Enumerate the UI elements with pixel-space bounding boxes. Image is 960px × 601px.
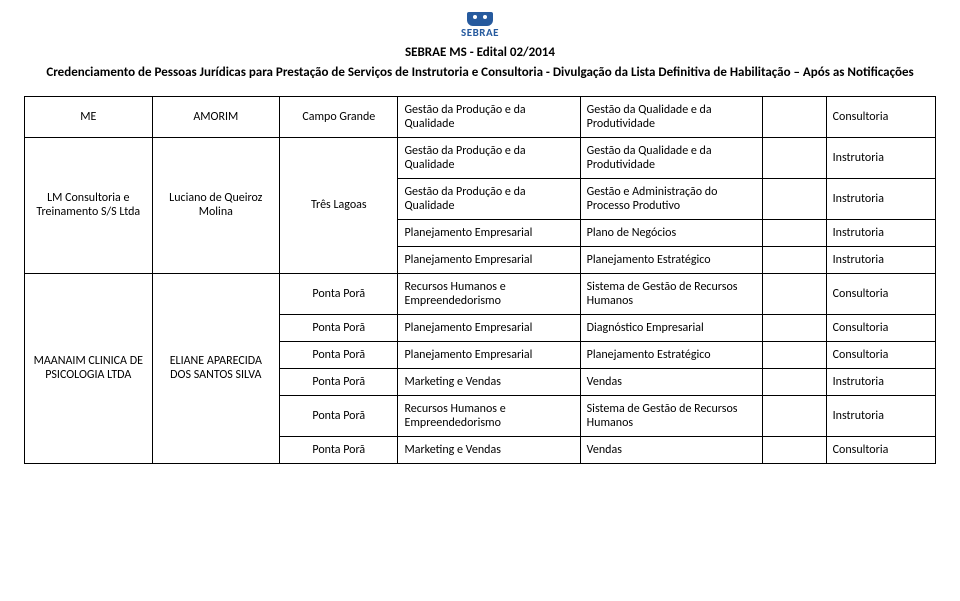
cell-type: Instrutoria <box>826 368 935 395</box>
sebrae-logo-icon <box>467 12 493 26</box>
cell-subarea: Planejamento Estratégico <box>580 246 762 273</box>
cell-city: Ponta Porã <box>280 368 398 395</box>
logo-text: SEBRAE <box>461 26 499 39</box>
cell-area: Recursos Humanos e Empreendedorismo <box>398 395 580 436</box>
cell-type: Instrutoria <box>826 219 935 246</box>
cell-area: Planejamento Empresarial <box>398 219 580 246</box>
cell-city: Ponta Porã <box>280 436 398 463</box>
cell-area: Planejamento Empresarial <box>398 246 580 273</box>
cell-blank <box>762 395 826 436</box>
cell-blank <box>762 219 826 246</box>
cell-type: Instrutoria <box>826 246 935 273</box>
cell-blank <box>762 368 826 395</box>
cell-city: Ponta Porã <box>280 341 398 368</box>
cell-blank <box>762 96 826 137</box>
cell-subarea: Gestão e Administração do Processo Produ… <box>580 178 762 219</box>
cell-blank <box>762 273 826 314</box>
cell-blank <box>762 137 826 178</box>
cell-area: Planejamento Empresarial <box>398 341 580 368</box>
cell-area: Gestão da Produção e da Qualidade <box>398 137 580 178</box>
cell-subarea: Sistema de Gestão de Recursos Humanos <box>580 273 762 314</box>
document-subtitle: Credenciamento de Pessoas Jurídicas para… <box>24 64 936 82</box>
cell-area: Gestão da Produção e da Qualidade <box>398 96 580 137</box>
cell-subarea: Sistema de Gestão de Recursos Humanos <box>580 395 762 436</box>
cell-subarea: Vendas <box>580 368 762 395</box>
cell-subarea: Diagnóstico Empresarial <box>580 314 762 341</box>
cell-type: Instrutoria <box>826 395 935 436</box>
table-row: LM Consultoria e Treinamento S/S LtdaLuc… <box>25 137 936 178</box>
cell-blank <box>762 436 826 463</box>
cell-type: Consultoria <box>826 436 935 463</box>
cell-type: Consultoria <box>826 341 935 368</box>
table-row: MAANAIM CLINICA DE PSICOLOGIA LTDAELIANE… <box>25 273 936 314</box>
cell-city: Ponta Porã <box>280 395 398 436</box>
cell-subarea: Gestão da Qualidade e da Produtividade <box>580 137 762 178</box>
cell-subarea: Gestão da Qualidade e da Produtividade <box>580 96 762 137</box>
cell-area: Marketing e Vendas <box>398 368 580 395</box>
cell-area: Marketing e Vendas <box>398 436 580 463</box>
cell-subarea: Planejamento Estratégico <box>580 341 762 368</box>
cell-blank <box>762 178 826 219</box>
cell-subarea: Plano de Negócios <box>580 219 762 246</box>
cell-area: Planejamento Empresarial <box>398 314 580 341</box>
cell-type: Instrutoria <box>826 137 935 178</box>
cell-organization: ME <box>25 96 153 137</box>
logo-container: SEBRAE <box>24 12 936 39</box>
credentials-table: MEAMORIMCampo GrandeGestão da Produção e… <box>24 96 936 464</box>
cell-type: Consultoria <box>826 314 935 341</box>
cell-organization: LM Consultoria e Treinamento S/S Ltda <box>25 137 153 273</box>
cell-type: Consultoria <box>826 273 935 314</box>
cell-person: AMORIM <box>152 96 280 137</box>
document-title: SEBRAE MS - Edital 02/2014 <box>24 45 936 60</box>
cell-area: Gestão da Produção e da Qualidade <box>398 178 580 219</box>
logo: SEBRAE <box>461 12 499 39</box>
cell-city: Ponta Porã <box>280 314 398 341</box>
cell-person: ELIANE APARECIDA DOS SANTOS SILVA <box>152 273 280 463</box>
cell-person: Luciano de Queiroz Molina <box>152 137 280 273</box>
cell-organization: MAANAIM CLINICA DE PSICOLOGIA LTDA <box>25 273 153 463</box>
cell-subarea: Vendas <box>580 436 762 463</box>
cell-city: Três Lagoas <box>280 137 398 273</box>
cell-blank <box>762 314 826 341</box>
cell-city: Campo Grande <box>280 96 398 137</box>
table-row: MEAMORIMCampo GrandeGestão da Produção e… <box>25 96 936 137</box>
cell-type: Consultoria <box>826 96 935 137</box>
cell-area: Recursos Humanos e Empreendedorismo <box>398 273 580 314</box>
cell-city: Ponta Porã <box>280 273 398 314</box>
cell-type: Instrutoria <box>826 178 935 219</box>
cell-blank <box>762 246 826 273</box>
cell-blank <box>762 341 826 368</box>
